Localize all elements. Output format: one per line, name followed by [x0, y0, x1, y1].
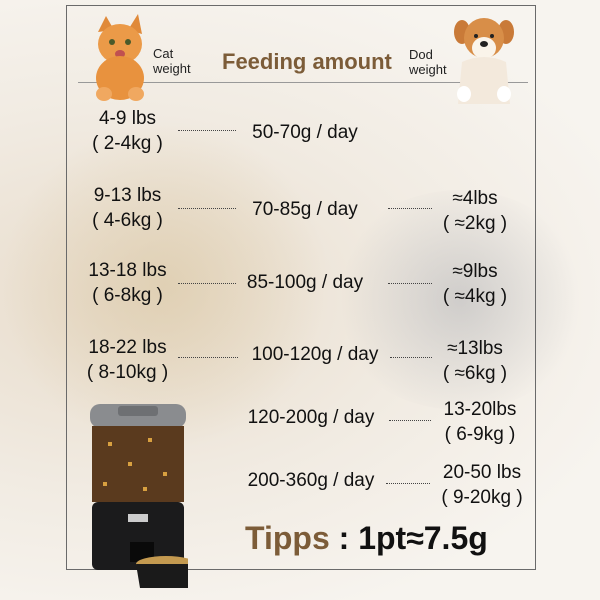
- dotted-leader: [388, 208, 432, 209]
- page-title: Feeding amount: [222, 49, 392, 74]
- amount-row-3: 85-100g / day: [246, 272, 364, 293]
- background-cat-photo: [330, 190, 590, 410]
- cat-weight-row-2: 9-13 lbs( 4-6kg ): [92, 185, 163, 231]
- amount-row-6: 200-360g / day: [247, 470, 375, 491]
- dotted-leader: [178, 130, 236, 131]
- cat-weight-row-1: 4-9 lbs( 2-4kg ): [92, 108, 163, 154]
- tip-text: Tipps : 1pt≈7.5g: [245, 520, 488, 557]
- dotted-leader: [178, 357, 238, 358]
- dog-weight-row-2: ≈4lbs( ≈2kg ): [442, 188, 508, 234]
- dog-weight-label-2: weight: [409, 62, 447, 77]
- cat-weight-label-2: weight: [153, 61, 191, 76]
- dotted-leader: [178, 283, 236, 284]
- dotted-leader: [390, 357, 432, 358]
- tip-label: Tipps: [245, 520, 330, 556]
- amount-row-1: 50-70g / day: [252, 122, 358, 143]
- dog-weight-row-6: 20-50 lbs( 9-20kg ): [441, 462, 523, 508]
- dotted-leader: [386, 483, 430, 484]
- dog-weight-label-1: Dod: [409, 47, 433, 62]
- amount-row-5: 120-200g / day: [247, 407, 375, 428]
- background-dog-photo: [0, 120, 330, 450]
- cat-image: [96, 14, 144, 101]
- pet-feeder-image: [90, 404, 188, 588]
- header-divider: [78, 82, 528, 83]
- cat-weight-row-3: 13-18 lbs( 6-8kg ): [88, 260, 167, 306]
- dog-weight-row-5: 13-20lbs( 6-9kg ): [443, 399, 517, 445]
- cat-weight-row-4: 18-22 lbs( 8-10kg ): [86, 337, 169, 383]
- dog-weight-row-3: ≈9lbs( ≈4kg ): [442, 261, 508, 307]
- amount-row-4: 100-120g / day: [251, 344, 379, 365]
- frame: [66, 5, 536, 570]
- dog-weight-row-4: ≈13lbs( ≈6kg ): [442, 338, 508, 384]
- dog-image: [454, 18, 514, 104]
- dotted-leader: [388, 283, 432, 284]
- dotted-leader: [389, 420, 431, 421]
- cat-weight-label-1: Cat: [153, 46, 174, 61]
- tip-value: : 1pt≈7.5g: [329, 520, 488, 556]
- amount-row-2: 70-85g / day: [252, 199, 358, 220]
- dotted-leader: [178, 208, 236, 209]
